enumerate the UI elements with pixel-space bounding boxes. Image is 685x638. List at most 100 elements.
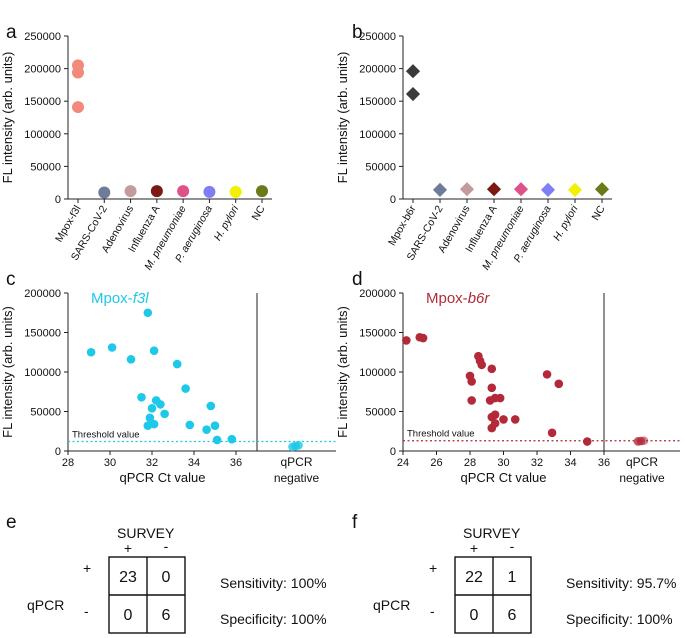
x-axis-label: qPCR Ct value — [461, 470, 547, 485]
row-minus-label: - — [84, 603, 89, 619]
panel-label-c: c — [6, 269, 16, 290]
threshold-label: Threshold value — [407, 429, 475, 440]
chart-title: Mpox-b6r — [426, 290, 490, 307]
negative-label-line1: qPCR — [280, 455, 312, 469]
chart-title-gene: b6r — [468, 290, 491, 307]
data-point — [418, 333, 428, 343]
y-tick-label: 100000 — [24, 367, 61, 379]
data-point — [206, 401, 216, 411]
panel-label-a: a — [6, 22, 17, 43]
data-point — [510, 415, 520, 424]
data-point-influenza-a — [486, 182, 502, 197]
table-cell: 22 — [465, 569, 483, 586]
negative-label-line1: qPCR — [626, 455, 658, 469]
data-point — [402, 336, 411, 345]
x-tick-label: 28 — [62, 457, 74, 469]
table-cell: 0 — [124, 607, 133, 624]
y-tick-label: 250000 — [24, 31, 61, 43]
data-point-nc — [256, 185, 268, 198]
y-axis-label: FL intensity (arb. units) — [0, 306, 15, 438]
data-point — [227, 434, 237, 444]
y-tick-label: 250000 — [359, 31, 396, 43]
y-tick-label: 150000 — [24, 328, 61, 340]
data-point — [107, 343, 117, 352]
data-point — [487, 412, 497, 422]
data-point-mpox-f3l — [72, 101, 84, 114]
data-point — [210, 421, 220, 431]
y-tick-label: 200000 — [24, 288, 61, 300]
x-tick-label: 36 — [230, 457, 242, 469]
y-tick-label: 150000 — [24, 96, 61, 108]
chart-a: 0 50000 100000 150000 200000 250000 FL intensi… — [0, 31, 272, 272]
survey-label: SURVEY — [117, 525, 175, 541]
x-tick-label: 24 — [397, 457, 409, 469]
row-minus-label: - — [430, 603, 435, 619]
specificity-text: Specificity: 100% — [566, 611, 673, 627]
x-tick-label: 30 — [104, 457, 116, 469]
chart-title-gene: f3l — [133, 290, 150, 307]
x-tick-label: NC — [590, 203, 608, 222]
x-tick-label: 32 — [146, 457, 158, 469]
x-axis-label: qPCR Ct value — [120, 470, 206, 485]
data-point-m-pneumoniae — [513, 182, 529, 197]
column-plus-label: + — [124, 540, 132, 556]
survey-label: SURVEY — [463, 525, 521, 541]
data-point — [477, 360, 487, 370]
data-point-sars-cov-2 — [98, 186, 111, 199]
data-point — [499, 415, 508, 424]
x-tick-label: 26 — [430, 457, 442, 469]
y-tick-label: 100000 — [24, 129, 61, 141]
y-axis-label: FL intensity (arb. units) — [0, 52, 15, 184]
x-tick-label: H. pylori — [551, 203, 581, 243]
data-point-h-pylori — [567, 182, 583, 197]
data-point — [212, 435, 222, 445]
data-point — [547, 428, 557, 438]
table-cell: 23 — [119, 569, 137, 586]
column-minus-label: - — [164, 538, 169, 554]
y-tick-label: 0 — [390, 446, 396, 458]
panel-label-f: f — [352, 512, 358, 533]
negative-point — [636, 436, 646, 446]
chart-c: 0 50000 100000 150000 200000 28 30 32 34 36 qPCR C… — [0, 288, 336, 485]
y-tick-label: 200000 — [359, 64, 396, 76]
y-tick-label: 100000 — [359, 129, 396, 141]
chart-b: 0 50000 100000 150000 200000 250000 FL intensi… — [335, 31, 612, 272]
data-point-influenza-a — [150, 185, 163, 198]
data-point — [467, 377, 476, 386]
data-point — [554, 379, 564, 389]
y-tick-label: 200000 — [24, 64, 61, 76]
sensitivity-text: Sensitivity: 100% — [220, 575, 327, 591]
data-point — [185, 420, 195, 430]
y-tick-label: 50000 — [30, 161, 61, 173]
table-cell: 6 — [508, 607, 517, 624]
y-axis-label: FL intensity (arb. units) — [335, 306, 350, 438]
x-tick-label: 36 — [598, 457, 610, 469]
data-point — [149, 419, 159, 429]
data-point — [487, 423, 497, 433]
table-cell: 6 — [162, 607, 171, 624]
chart-d: 0 50000 100000 150000 200000 24 26 28 30 32 34 36 qP… — [335, 288, 680, 485]
x-tick-label: 28 — [464, 457, 476, 469]
y-tick-label: 0 — [390, 194, 396, 206]
y-tick-label: 150000 — [359, 96, 396, 108]
y-tick-label: 50000 — [30, 407, 61, 419]
y-tick-label: 100000 — [359, 367, 396, 379]
row-plus-label: + — [429, 560, 437, 576]
data-point — [147, 404, 157, 413]
data-point — [145, 413, 155, 423]
x-tick-label: 34 — [564, 457, 576, 469]
sensitivity-text: Sensitivity: 95.7% — [566, 575, 677, 591]
y-tick-label: 50000 — [365, 161, 396, 173]
x-tick-label: NC — [250, 203, 268, 222]
table-cell: 1 — [508, 569, 517, 586]
y-tick-label: 200000 — [359, 288, 396, 300]
panel-label-e: e — [6, 512, 17, 533]
data-point-adenovirus — [459, 182, 475, 197]
data-point — [467, 396, 476, 405]
data-point — [156, 400, 165, 409]
row-plus-label: + — [83, 560, 91, 576]
threshold-label: Threshold value — [72, 430, 140, 441]
